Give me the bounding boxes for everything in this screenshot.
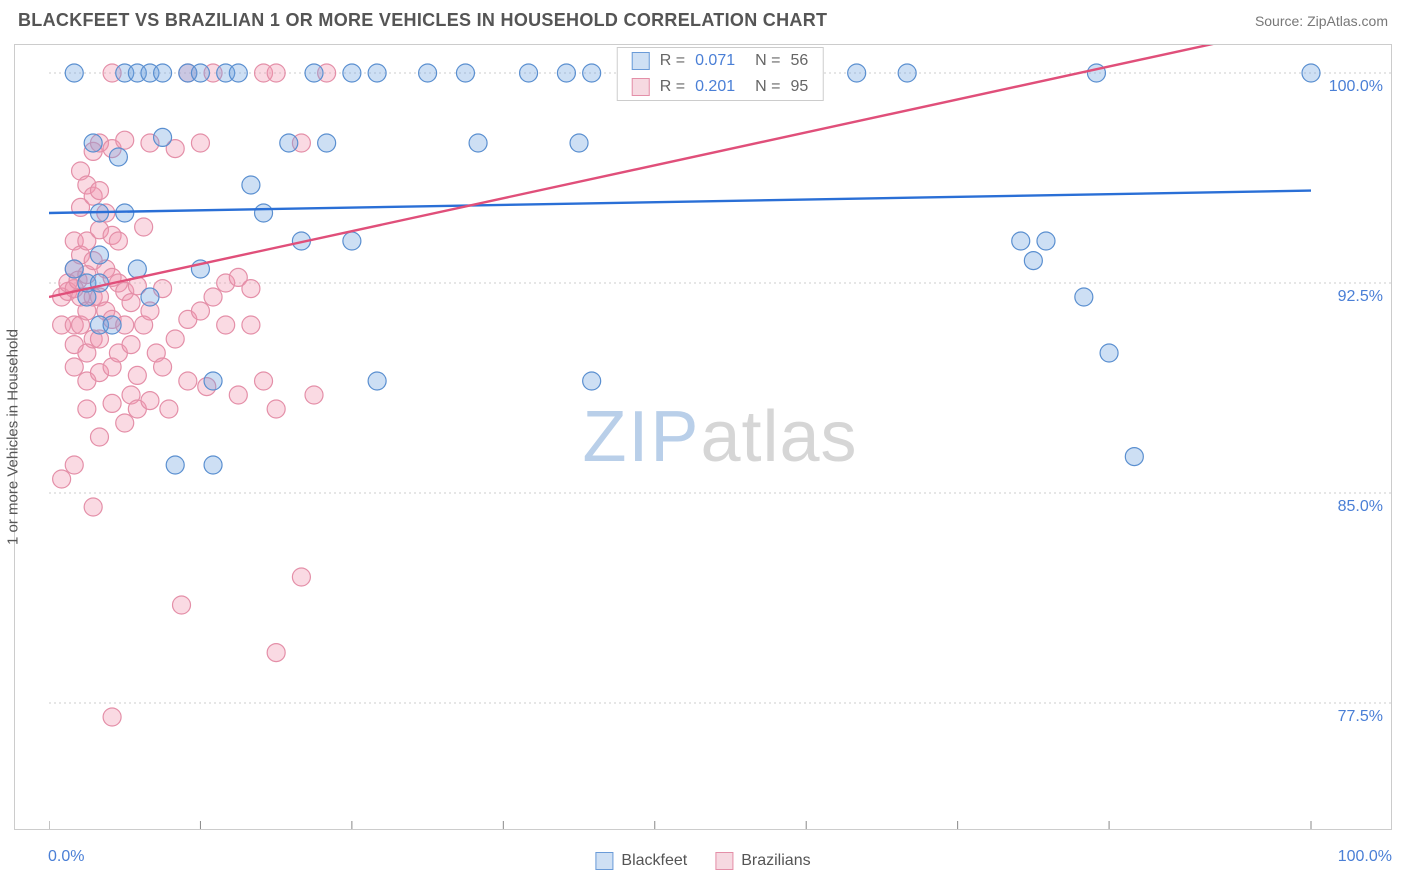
stats-row-blackfeet: R = 0.071 N = 56 bbox=[618, 48, 823, 74]
swatch-blackfeet bbox=[632, 52, 650, 70]
series-legend: Blackfeet Brazilians bbox=[595, 852, 810, 870]
chart-source: Source: ZipAtlas.com bbox=[1255, 13, 1388, 29]
svg-text:92.5%: 92.5% bbox=[1338, 288, 1383, 305]
svg-text:100.0%: 100.0% bbox=[1329, 78, 1383, 95]
y-axis-label: 1 or more Vehicles in Household bbox=[5, 329, 22, 545]
chart-frame: 1 or more Vehicles in Household 77.5%85.… bbox=[14, 44, 1392, 830]
x-axis-max-label: 100.0% bbox=[1338, 848, 1392, 866]
plot-area: 77.5%85.0%92.5%100.0% ZIPatlas R = 0.071… bbox=[49, 45, 1391, 829]
legend-item-brazilians: Brazilians bbox=[715, 852, 810, 870]
legend-label: Brazilians bbox=[741, 852, 810, 870]
legend-swatch-blackfeet bbox=[595, 852, 613, 870]
swatch-brazilians bbox=[632, 78, 650, 96]
plot-svg: 77.5% 85.0% 92.5% 100.0% bbox=[49, 45, 1391, 829]
legend-label: Blackfeet bbox=[621, 852, 687, 870]
stats-legend: R = 0.071 N = 56 R = 0.201 N = 95 bbox=[617, 47, 824, 101]
svg-text:77.5%: 77.5% bbox=[1338, 708, 1383, 725]
x-axis-min-label: 0.0% bbox=[48, 848, 84, 866]
chart-header: BLACKFEET VS BRAZILIAN 1 OR MORE VEHICLE… bbox=[0, 0, 1406, 37]
svg-text:85.0%: 85.0% bbox=[1338, 498, 1383, 515]
chart-title: BLACKFEET VS BRAZILIAN 1 OR MORE VEHICLE… bbox=[18, 10, 827, 31]
stats-row-brazilians: R = 0.201 N = 95 bbox=[618, 74, 823, 100]
legend-swatch-brazilians bbox=[715, 852, 733, 870]
legend-item-blackfeet: Blackfeet bbox=[595, 852, 687, 870]
